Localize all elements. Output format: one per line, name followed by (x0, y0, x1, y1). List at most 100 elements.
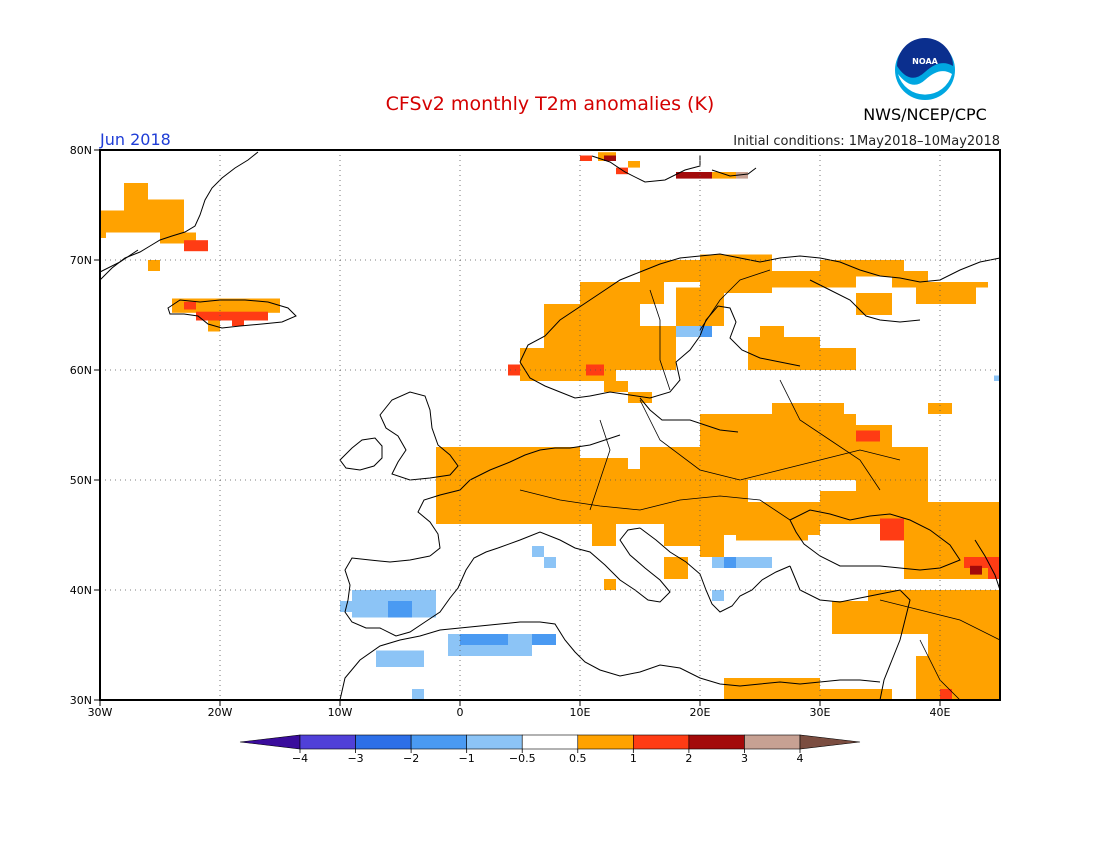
anomaly-cell (148, 260, 160, 271)
lat-tick-label: 40N (70, 584, 92, 597)
anomaly-cell (604, 381, 628, 392)
colorbar-label: −2 (403, 752, 419, 765)
colorbar-segment (521, 734, 579, 750)
anomaly-cell (496, 491, 544, 513)
anomaly-cell (184, 301, 196, 310)
anomaly-cell (970, 565, 982, 575)
anomaly-cell (796, 348, 856, 370)
anomaly-cell (772, 403, 844, 425)
anomaly-cell (700, 546, 724, 557)
latitude-labels: 80N 70N 60N 50N 40N 30N (70, 144, 92, 707)
colorbar: −4 −3 −2 −1 −0.5 0.5 1 2 3 4 (239, 734, 861, 765)
anomaly-cell (820, 260, 904, 277)
colorbar-label: 2 (685, 752, 692, 765)
lat-tick-label: 30N (70, 694, 92, 707)
anomaly-cell (160, 232, 196, 244)
anomaly-cell (604, 579, 616, 590)
anomaly-cell (460, 634, 508, 645)
anomaly-cell (604, 155, 616, 161)
anomaly-cell (508, 364, 520, 376)
anomaly-cell (676, 287, 724, 326)
anomaly-cell (628, 161, 640, 168)
colorbar-label: 3 (741, 752, 748, 765)
lon-tick-label: 0 (457, 706, 464, 719)
coastlines (99, 151, 1001, 701)
colorbar-segment (688, 734, 745, 750)
lat-tick-label: 70N (70, 254, 92, 267)
anomaly-cell (676, 172, 712, 179)
anomaly-cell (916, 656, 1000, 700)
lat-tick-label: 60N (70, 364, 92, 377)
noaa-logo-text: NOAA (912, 57, 938, 66)
anomaly-cell (994, 375, 1000, 381)
anomaly-cell (436, 491, 496, 524)
anomaly-cell (412, 689, 424, 700)
anomaly-cell (736, 172, 748, 179)
lon-tick-label: 10W (328, 706, 353, 719)
map-title: CFSv2 monthly T2m anomalies (K) (386, 93, 715, 115)
agency-label: NWS/NCEP/CPC (863, 105, 987, 124)
colorbar-label: 4 (797, 752, 804, 765)
colorbar-segment (355, 734, 412, 750)
colorbar-segment (466, 734, 523, 750)
anomaly-cell (616, 326, 676, 370)
anomaly-cell (100, 230, 106, 238)
colorbar-label: −3 (347, 752, 363, 765)
map-panel (94, 149, 1001, 706)
colorbar-segment (633, 734, 690, 750)
anomaly-cell (580, 155, 592, 161)
lat-tick-label: 80N (70, 144, 92, 157)
anomaly-cell (136, 199, 184, 233)
anomaly-cell (184, 240, 208, 252)
colorbar-segment (744, 734, 801, 750)
anomaly-cell (880, 518, 904, 541)
lon-tick-label: 20E (690, 706, 711, 719)
anomaly-cell (736, 524, 808, 541)
anomaly-cell (712, 172, 736, 179)
colorbar-label: 0.5 (569, 752, 587, 765)
anomaly-cell (892, 276, 916, 288)
anomaly-cell (532, 546, 544, 557)
colorbar-segment (577, 734, 634, 750)
anomaly-cell (928, 403, 952, 414)
anomaly-cell (676, 326, 700, 337)
colorbar-high-arrow (799, 734, 861, 750)
anomaly-cell (196, 311, 268, 321)
anomaly-cell (700, 326, 712, 337)
colorbar-label: 1 (630, 752, 637, 765)
anomaly-cell (964, 557, 1000, 568)
anomaly-cell (712, 557, 772, 568)
graticule (94, 149, 1000, 706)
anomaly-cell (724, 557, 736, 568)
anomaly-cell (772, 689, 892, 700)
lon-tick-label: 30W (88, 706, 113, 719)
colorbar-segment (299, 734, 356, 750)
anomaly-cell (940, 689, 952, 700)
anomaly-cell (592, 524, 616, 546)
anomaly-cell (664, 524, 724, 546)
lat-tick-label: 50N (70, 474, 92, 487)
anomaly-cell (628, 392, 652, 403)
noaa-logo: NOAA (895, 38, 955, 100)
forecast-month-label: Jun 2018 (99, 130, 171, 149)
colorbar-label: −4 (292, 752, 308, 765)
anomaly-cell (544, 557, 556, 568)
anomaly-cell (616, 167, 628, 175)
anomaly-cell (856, 430, 880, 442)
colorbar-label: −1 (459, 752, 475, 765)
lon-tick-label: 40E (930, 706, 951, 719)
anomaly-cell (712, 590, 724, 601)
anomaly-shading (100, 152, 1000, 700)
initial-conditions-label: Initial conditions: 1May2018–10May2018 (733, 134, 1000, 149)
anomaly-cell (388, 601, 412, 618)
lon-tick-label: 10E (570, 706, 591, 719)
anomaly-cell (664, 557, 688, 579)
colorbar-segment (410, 734, 467, 750)
anomaly-cell (832, 601, 880, 634)
lon-tick-label: 20W (208, 706, 233, 719)
colorbar-label: −0.5 (509, 752, 536, 765)
colorbar-low-arrow (239, 734, 301, 750)
anomaly-cell (760, 326, 784, 337)
anomaly-cell (232, 320, 244, 326)
